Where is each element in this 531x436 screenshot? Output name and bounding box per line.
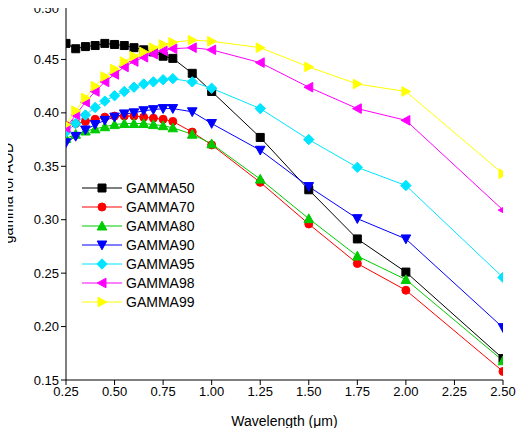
svg-text:2.00: 2.00 [393, 384, 418, 399]
html-text:GAMMA98: GAMMA98 [126, 274, 195, 291]
svg-text:0.50: 0.50 [102, 384, 127, 399]
svg-text:1.25: 1.25 [248, 384, 273, 399]
svg-text:0.50: 0.50 [34, 8, 59, 16]
svg-text:0.75: 0.75 [150, 384, 175, 399]
svg-text:0.35: 0.35 [34, 159, 59, 174]
svg-text:2.25: 2.25 [442, 384, 467, 399]
svg-text:0.15: 0.15 [34, 373, 59, 388]
svg-text:Wavelength (μm): Wavelength (μm) [231, 413, 337, 428]
svg-text:0.40: 0.40 [34, 105, 59, 120]
svg-text:1.50: 1.50 [296, 384, 321, 399]
html-text:GAMMA70: GAMMA70 [126, 198, 195, 215]
html-text:GAMMA95: GAMMA95 [126, 255, 195, 272]
svg-text:0.25: 0.25 [53, 384, 79, 400]
svg-text:0.25: 0.25 [34, 266, 59, 281]
svg-text:2.50: 2.50 [490, 384, 515, 399]
svg-text:1.75: 1.75 [345, 384, 370, 399]
svg-text:0.20: 0.20 [34, 319, 59, 334]
html-text:GAMMA80: GAMMA80 [126, 217, 195, 234]
html-text:GAMMA99: GAMMA99 [126, 293, 195, 310]
html-text:GAMMA50: GAMMA50 [126, 179, 195, 196]
html-text:GAMMA90: GAMMA90 [126, 236, 195, 253]
svg-text:gamma for AOD: gamma for AOD [8, 143, 16, 243]
svg-text:0.30: 0.30 [34, 212, 59, 227]
svg-text:0.45: 0.45 [34, 52, 59, 67]
svg-text:1.00: 1.00 [199, 384, 224, 399]
